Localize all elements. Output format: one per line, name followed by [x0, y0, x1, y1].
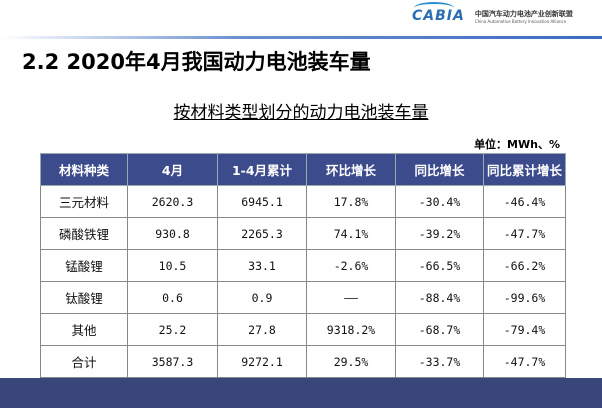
table-cell: 29.5%	[306, 345, 396, 378]
slide-title: 2.2 2020年4月我国动力电池装车量	[22, 50, 371, 74]
table-cell: 9272.1	[217, 345, 307, 378]
table-row: 合计 3587.3 9272.1 29.5% -33.7% -47.7%	[40, 345, 566, 378]
table-row: 三元材料 2620.3 6945.1 17.8% -30.4% -46.4%	[40, 185, 566, 218]
column-header: 同比累计增长	[483, 153, 566, 186]
table-cell: 2265.3	[217, 217, 307, 250]
table-cell: 0.6	[127, 281, 218, 314]
table-cell: -46.4%	[483, 185, 566, 218]
table-cell: 9318.2%	[306, 313, 396, 346]
table-row: 锰酸锂 10.5 33.1 -2.6% -66.5% -66.2%	[40, 249, 566, 282]
table-cell: 磷酸铁锂	[40, 217, 128, 250]
logo-en: China Automotive Battery Innovation Alli…	[474, 18, 567, 24]
table-cell: -30.4%	[395, 185, 484, 218]
logo-mark: CABIA	[412, 2, 465, 24]
table-cell: 其他	[40, 313, 128, 346]
header-row: 材料种类 4月 1-4月累计 环比增长 同比增长 同比累计增长	[40, 153, 566, 186]
table-cell: 10.5	[127, 249, 218, 282]
table-cell: ——	[306, 281, 396, 314]
table-cell: 2620.3	[127, 185, 218, 218]
logo-cn: 中国汽车动力电池产业创新联盟	[474, 9, 573, 18]
table-cell: 3587.3	[127, 345, 218, 378]
table-cell: 27.8	[217, 313, 307, 346]
table-row: 钛酸锂 0.6 0.9 —— -88.4% -99.6%	[40, 281, 566, 314]
footer-band	[0, 378, 602, 408]
cabia-logo: CABIA 中国汽车动力电池产业创新联盟 China Automotive Ba…	[412, 2, 573, 24]
table-cell: 钛酸锂	[40, 281, 128, 314]
table-cell: 25.2	[127, 313, 218, 346]
table-row: 其他 25.2 27.8 9318.2% -68.7% -79.4%	[40, 313, 566, 346]
table-cell: -68.7%	[395, 313, 484, 346]
table-cell: 6945.1	[217, 185, 307, 218]
table-row: 磷酸铁锂 930.8 2265.3 74.1% -39.2% -47.7%	[40, 217, 566, 250]
table-title: 按材料类型划分的动力电池装车量	[173, 103, 429, 123]
table-cell: 0.9	[217, 281, 307, 314]
table-cell: -66.5%	[395, 249, 484, 282]
table-cell: 锰酸锂	[40, 249, 128, 282]
table-cell: -39.2%	[395, 217, 484, 250]
table-cell: -88.4%	[395, 281, 484, 314]
table-cell: -47.7%	[483, 345, 566, 378]
table-cell: -66.2%	[483, 249, 566, 282]
table-cell: -2.6%	[306, 249, 396, 282]
header-divider	[0, 36, 602, 39]
column-header: 环比增长	[306, 153, 396, 186]
column-header: 材料种类	[40, 153, 128, 186]
column-header: 1-4月累计	[217, 153, 307, 186]
table-cell: -33.7%	[395, 345, 484, 378]
table-cell: 17.8%	[306, 185, 396, 218]
data-table: 材料种类 4月 1-4月累计 环比增长 同比增长 同比累计增长 三元材料 2620…	[40, 153, 566, 378]
table-cell: 74.1%	[306, 217, 396, 250]
table-cell: 33.1	[217, 249, 307, 282]
table-cell: 合计	[40, 345, 128, 378]
table-cell: -99.6%	[483, 281, 566, 314]
table-cell: 930.8	[127, 217, 218, 250]
table-cell: 三元材料	[40, 185, 128, 218]
unit-label: 单位：MWh、%	[474, 138, 560, 151]
column-header: 4月	[127, 153, 218, 186]
table-cell: -47.7%	[483, 217, 566, 250]
table-cell: -79.4%	[483, 313, 566, 346]
column-header: 同比增长	[395, 153, 484, 186]
